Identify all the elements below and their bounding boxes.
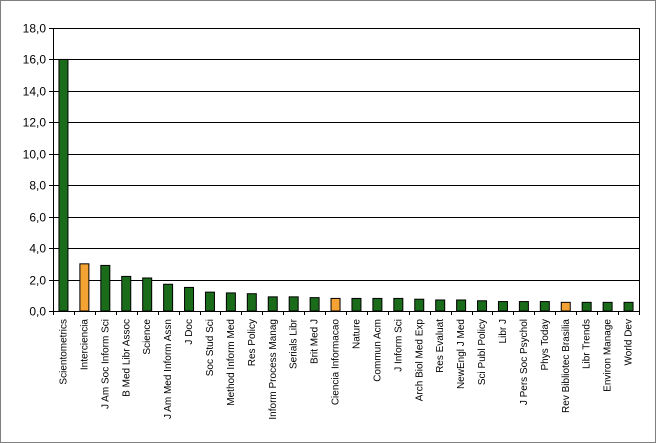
bar-commun-acm	[372, 297, 383, 312]
x-tick-label: Interciencia	[79, 319, 90, 371]
bar-libr-j	[497, 301, 508, 312]
x-tick-label: World Dev	[624, 319, 635, 366]
y-tick-labels: 0,0 2,0 4,0 6,0 8,0 10,0 12,0 14,0 16,0 18,0	[23, 22, 47, 319]
y-tick-label: 8,0	[29, 179, 46, 193]
y-tick-label: 12,0	[23, 116, 47, 130]
x-tick-label: Ciencia Informacao	[331, 319, 342, 406]
x-tick-label: Brit Med J	[310, 319, 321, 364]
bar-j-am-soc-inform-sci	[100, 264, 111, 312]
y-tick-label: 16,0	[23, 53, 47, 67]
bar-interciencia	[79, 263, 90, 312]
bar-serials-libr	[288, 296, 299, 312]
x-tick-label: J Pers Soc Psychol	[519, 319, 530, 405]
x-tick-label: Serials Libr	[289, 318, 300, 369]
y-tick-label: 14,0	[23, 85, 47, 99]
x-tick-label: Nature	[351, 319, 362, 349]
x-tick-label: J Inform Sci	[393, 319, 404, 372]
bar-rev-bibliotec-brasilia	[560, 301, 571, 312]
x-tick-label: Libr Trends	[582, 319, 593, 369]
bar-j-am-med-inform-assn	[163, 283, 174, 312]
plot-area-border	[53, 28, 640, 312]
bar-brit-med-j	[309, 297, 320, 312]
x-tick-label: Science	[142, 319, 153, 355]
x-tick-label: Libr J	[498, 319, 509, 343]
x-tick-label: J Am Med Inform Assn	[163, 319, 174, 419]
bar-ciencia-informacao	[330, 297, 341, 312]
x-tick-label: Arch Biol Med Exp	[414, 319, 425, 402]
x-tick-label: Res Evaluat	[435, 319, 446, 373]
bar-science	[142, 277, 153, 312]
bar-arch-biol-med-exp	[414, 298, 425, 312]
bar-j-pers-soc-psychol	[518, 301, 529, 312]
x-tick-label: J Doc	[184, 319, 195, 345]
x-tick-label: Scientometrics	[58, 319, 69, 385]
axes	[49, 28, 640, 315]
x-tick-label: Method Inform Med	[226, 319, 237, 406]
x-tick-label: B Med Libr Assoc	[121, 319, 132, 397]
bar-b-med-libr-assoc	[121, 275, 132, 312]
bar-j-doc	[184, 286, 195, 312]
bar-nature	[351, 297, 362, 312]
bar-world-dev	[623, 301, 634, 312]
bar-res-evaluat	[435, 299, 446, 312]
x-tick-label: J Am Soc Inform Sci	[100, 319, 111, 409]
y-tick-label: 4,0	[29, 242, 46, 256]
x-tick-labels: Scientometrics Interciencia J Am Soc Infor…	[58, 318, 634, 419]
bar-method-inform-med	[225, 292, 236, 312]
bars	[58, 58, 634, 312]
bar-environ-manage	[602, 301, 613, 312]
x-tick-label: Res Policy	[247, 319, 258, 366]
x-tick-label: NewEngl J Med	[456, 319, 467, 389]
x-tick-label: Commun Acm	[372, 319, 383, 382]
bar-scientometrics	[58, 58, 69, 312]
bar-phys-today	[539, 301, 550, 312]
x-tick-label: Soc Stud Sci	[205, 319, 216, 376]
y-tick-label: 10,0	[23, 148, 47, 162]
y-tick-label: 2,0	[29, 274, 46, 288]
bar-res-policy	[246, 293, 257, 312]
x-tick-label: Sci Publ Policy	[477, 319, 488, 385]
bar-inform-process-manag	[267, 296, 278, 312]
x-tick-label: Phys Today	[540, 319, 551, 371]
bar-sci-publ-policy	[477, 300, 488, 312]
x-tick-label: Inform Process Manag	[268, 319, 279, 420]
x-tick-label: Rev Bibliotec Brasilia	[561, 319, 572, 413]
bar-j-inform-sci	[393, 297, 404, 312]
bar-newengl-j-med	[456, 299, 467, 312]
y-tick-label: 0,0	[29, 305, 46, 319]
y-tick-label: 6,0	[29, 211, 46, 225]
gridlines	[53, 28, 639, 312]
bar-soc-stud-sci	[204, 291, 215, 312]
y-tick-label: 18,0	[23, 22, 47, 36]
bar-libr-trends	[581, 301, 592, 312]
x-tick-label: Environ Manage	[603, 319, 614, 392]
